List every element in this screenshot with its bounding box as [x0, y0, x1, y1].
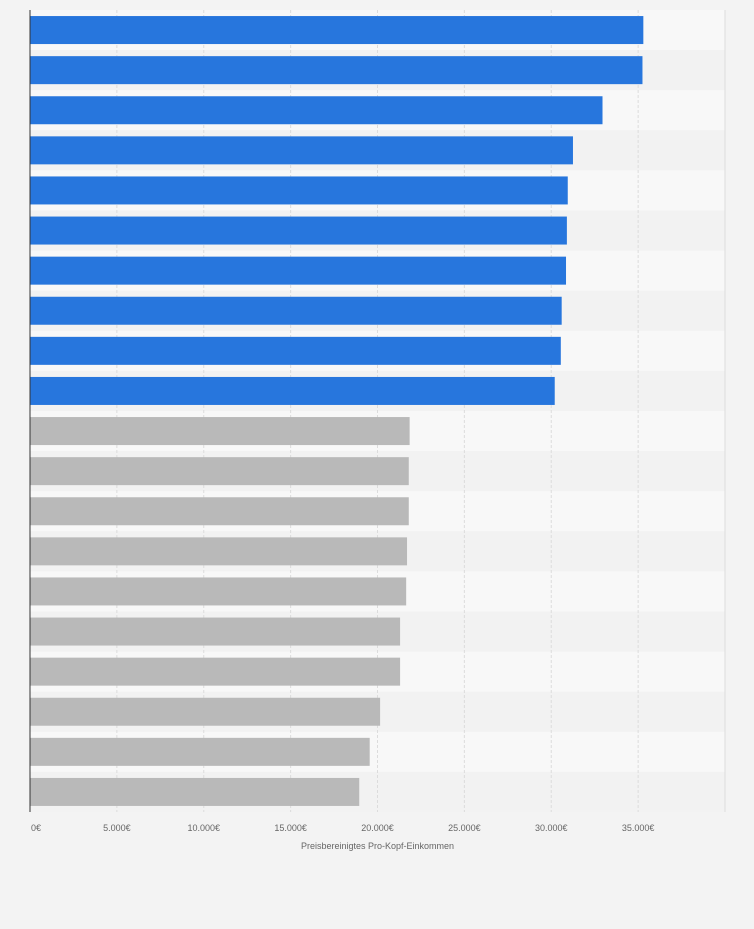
bar[interactable] — [30, 617, 401, 646]
x-tick-label: 5.000€ — [103, 823, 131, 833]
gridlines — [116, 10, 726, 812]
bar[interactable] — [30, 417, 410, 446]
bar[interactable] — [30, 336, 561, 365]
x-tick-label: 30.000€ — [535, 823, 568, 833]
bar[interactable] — [30, 96, 603, 125]
x-tick-label: 15.000€ — [274, 823, 307, 833]
bar[interactable] — [30, 777, 360, 806]
bar[interactable] — [30, 657, 401, 686]
x-axis-title: Preisbereinigtes Pro-Kopf-Einkommen — [301, 841, 454, 851]
bar[interactable] — [30, 577, 407, 606]
bar[interactable] — [30, 697, 381, 726]
bar[interactable] — [30, 216, 567, 245]
bar[interactable] — [30, 56, 643, 85]
x-tick-label: 20.000€ — [361, 823, 394, 833]
bars — [30, 16, 644, 806]
x-tick-label: 0€ — [31, 823, 41, 833]
bar[interactable] — [30, 176, 568, 205]
bar[interactable] — [30, 256, 567, 285]
x-tick-labels: 0€ 5.000€ 10.000€ 15.000€ 20.000€ 25.000€ 30.0… — [31, 823, 654, 833]
bar[interactable] — [30, 737, 370, 766]
x-tick-label: 35.000€ — [622, 823, 655, 833]
bar[interactable] — [30, 537, 408, 566]
bar[interactable] — [30, 16, 644, 45]
bar[interactable] — [30, 136, 573, 165]
bar[interactable] — [30, 457, 409, 486]
bar[interactable] — [30, 376, 555, 405]
bar[interactable] — [30, 296, 562, 325]
x-tick-label: 25.000€ — [448, 823, 481, 833]
bar[interactable] — [30, 497, 409, 526]
x-tick-label: 10.000€ — [187, 823, 220, 833]
